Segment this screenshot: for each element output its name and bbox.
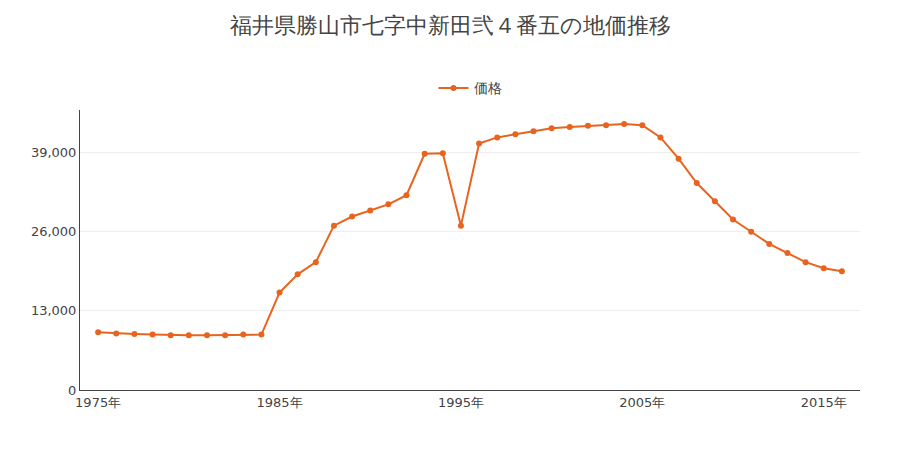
- svg-text:1995年: 1995年: [438, 395, 484, 410]
- svg-text:1975年: 1975年: [75, 395, 121, 410]
- svg-text:2005年: 2005年: [619, 395, 665, 410]
- svg-text:13,000: 13,000: [31, 303, 77, 318]
- svg-text:39,000: 39,000: [31, 145, 77, 160]
- svg-text:1985年: 1985年: [256, 395, 302, 410]
- svg-text:2015年: 2015年: [801, 395, 847, 410]
- svg-text:0: 0: [68, 383, 76, 398]
- svg-text:価格: 価格: [474, 80, 502, 96]
- svg-text:福井県勝山市七字中新田弐４番五の地価推移: 福井県勝山市七字中新田弐４番五の地価推移: [230, 13, 671, 38]
- svg-text:26,000: 26,000: [31, 224, 77, 239]
